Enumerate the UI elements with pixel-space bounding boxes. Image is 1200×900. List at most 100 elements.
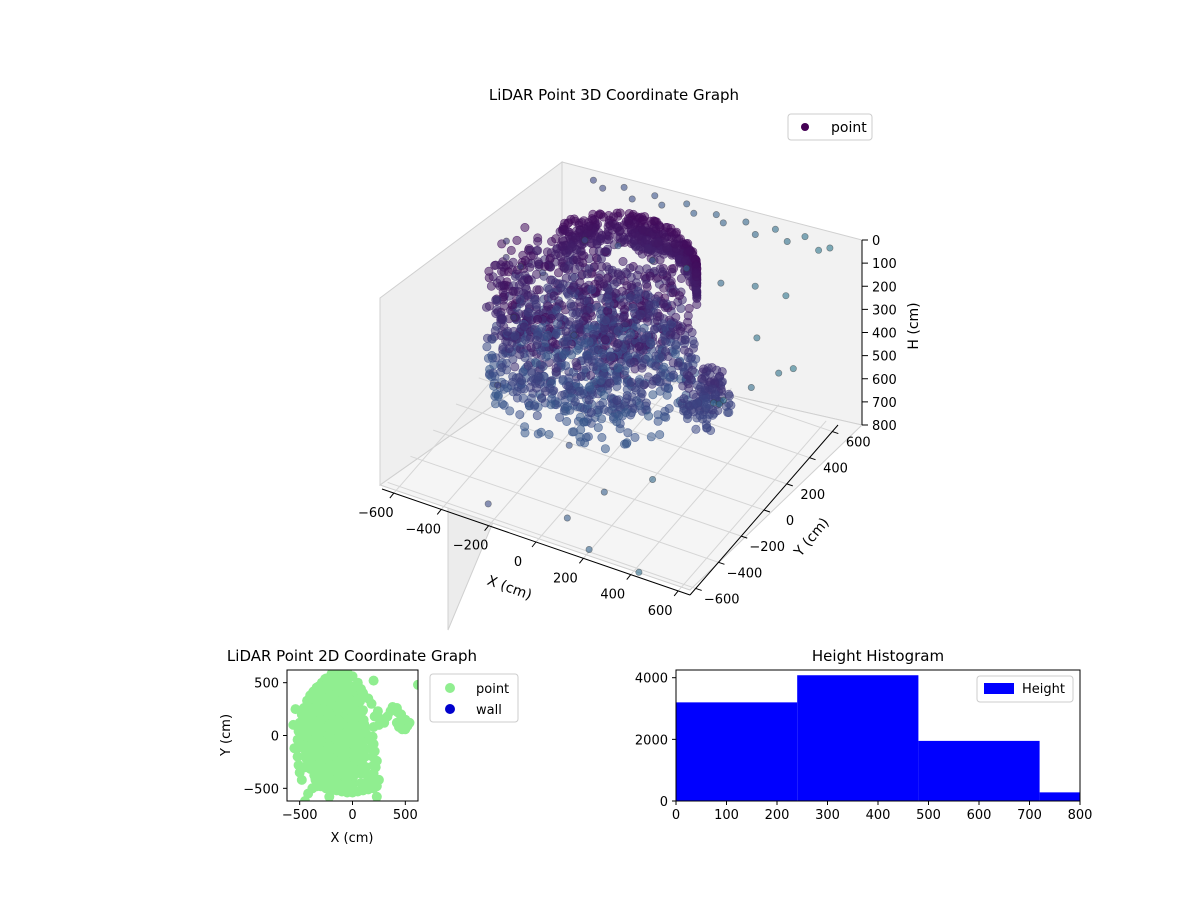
- point-3d: [486, 281, 496, 291]
- point-3d: [597, 348, 607, 358]
- z-tick-label: 200: [872, 280, 897, 295]
- y-tick-mark: [718, 561, 725, 565]
- point-2d-outline: [348, 749, 359, 760]
- point-3d: [624, 216, 634, 226]
- point-3d: [532, 314, 542, 324]
- point-3d-outlier: [782, 292, 790, 300]
- point-2d-outline: [332, 767, 343, 778]
- point-3d-outlier: [801, 233, 809, 241]
- histogram-x-tick-label: 600: [967, 808, 992, 823]
- point-3d: [496, 367, 506, 377]
- point-2d-outline: [360, 751, 371, 762]
- point-3d: [566, 299, 576, 309]
- point-2d-outline: [305, 756, 316, 767]
- point-3d: [684, 383, 694, 393]
- histogram-bars: [676, 675, 1080, 801]
- point-2d-outline: [290, 704, 301, 715]
- point-3d: [593, 423, 603, 433]
- point-3d: [646, 338, 656, 348]
- point-3d: [642, 235, 652, 245]
- point-3d: [481, 302, 491, 312]
- point-3d: [603, 227, 613, 237]
- point-3d: [659, 362, 669, 372]
- point-3d: [537, 393, 547, 403]
- point-3d: [589, 345, 599, 355]
- point-3d: [690, 254, 700, 264]
- point-3d: [518, 393, 528, 403]
- z-tick-label: 500: [872, 350, 897, 365]
- point-3d: [645, 271, 655, 281]
- point-3d: [602, 273, 612, 283]
- point-3d: [699, 364, 709, 374]
- point-2d: [354, 696, 365, 707]
- point-3d-outlier: [683, 264, 691, 272]
- point-2d-outline: [315, 725, 326, 736]
- point-3d: [555, 412, 565, 422]
- point-3d-outlier: [771, 225, 779, 233]
- point-3d: [571, 357, 581, 367]
- histogram-x-tick-label: 400: [866, 808, 891, 823]
- point-3d: [524, 275, 534, 285]
- point-3d: [520, 223, 530, 233]
- point-3d-outlier: [649, 475, 657, 483]
- point-3d: [608, 212, 618, 222]
- point-3d-outlier: [775, 369, 783, 377]
- point-3d: [543, 283, 553, 293]
- point-3d: [621, 407, 631, 417]
- point-3d: [655, 377, 665, 387]
- legend-3d-label: point: [831, 120, 867, 136]
- histogram-x-tick-label: 800: [1068, 808, 1093, 823]
- point-2d-outline: [333, 704, 344, 715]
- point-3d-outlier: [589, 176, 597, 184]
- point-3d: [533, 237, 543, 247]
- point-2d-outline: [413, 679, 418, 690]
- point-3d: [569, 427, 579, 437]
- point-2d: [359, 719, 370, 730]
- point-3d: [634, 265, 644, 275]
- point-3d: [609, 279, 619, 289]
- point-3d: [668, 288, 678, 298]
- point-3d-outlier: [484, 500, 492, 508]
- point-3d: [497, 313, 507, 323]
- point-3d: [529, 295, 539, 305]
- point-3d-outlier: [585, 545, 593, 553]
- point-3d: [563, 227, 573, 237]
- y-tick-label: −400: [727, 566, 763, 581]
- point-3d: [634, 341, 644, 351]
- point-3d: [612, 395, 622, 405]
- point-3d: [546, 314, 556, 324]
- chart-2d-y-axis-label: Y (cm): [219, 714, 234, 757]
- point-3d: [596, 234, 606, 244]
- point-3d: [670, 239, 680, 249]
- x-tick-label: 200: [553, 571, 578, 586]
- z-tick-label: 400: [872, 327, 897, 342]
- point-3d: [588, 215, 598, 225]
- point-3d: [545, 383, 555, 393]
- point-3d: [523, 307, 533, 317]
- point-3d: [560, 401, 570, 411]
- x-tick-mark: [389, 492, 395, 499]
- point-3d-outlier: [753, 334, 761, 342]
- ticks-2d: −500 0 500 −500 0 500: [243, 677, 417, 823]
- point-3d: [508, 257, 518, 267]
- point-2d-outline: [315, 714, 326, 725]
- point-3d: [533, 371, 543, 381]
- point-2d-outline: [300, 730, 310, 741]
- point-3d-outlier: [502, 253, 510, 261]
- point-3d: [651, 224, 661, 234]
- point-2d-outline: [369, 746, 380, 757]
- point-3d: [675, 326, 685, 336]
- y-tick-mark: [786, 483, 793, 487]
- point-3d-outlier: [683, 200, 691, 208]
- point-3d: [559, 350, 569, 360]
- x-tick-label: −600: [358, 506, 394, 521]
- point-3d: [702, 414, 712, 424]
- point-3d: [587, 284, 597, 294]
- point-2d-outline: [341, 728, 352, 739]
- point-3d: [636, 387, 646, 397]
- point-3d: [701, 403, 711, 413]
- z-axis-label: H (cm): [906, 302, 922, 349]
- point-3d-outlier: [600, 488, 608, 496]
- chart-2d-y-tick-label: −500: [243, 782, 279, 797]
- point-3d-outlier: [712, 211, 720, 219]
